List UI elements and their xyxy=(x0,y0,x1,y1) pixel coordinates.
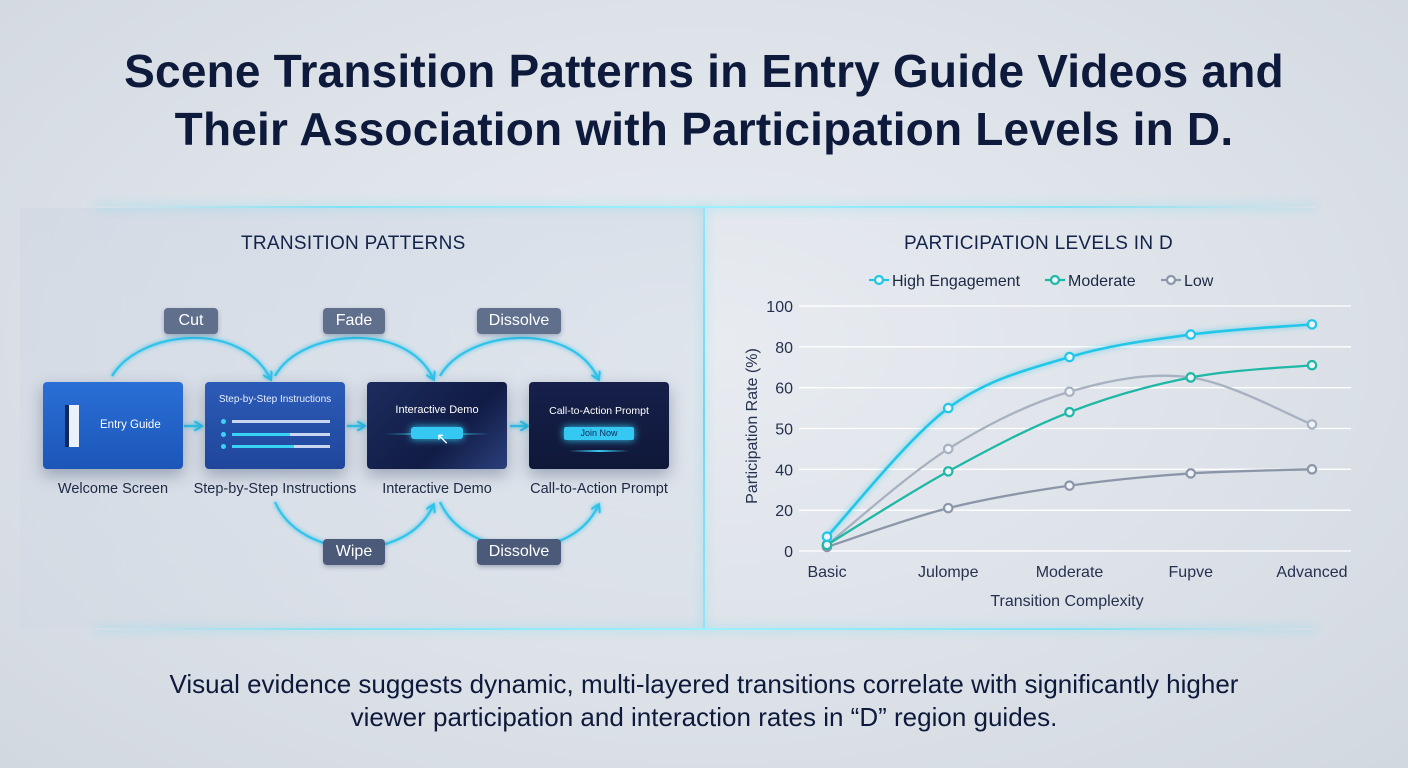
step-inner-text: Step-by-Step Instructions xyxy=(218,394,332,405)
demo-button-shape xyxy=(411,427,463,439)
welcome-screen-thumbnail: Entry Guide xyxy=(43,382,183,469)
demo-inner-text: Interactive Demo xyxy=(395,404,479,416)
x-tick-label: Advanced xyxy=(1276,564,1347,581)
data-point xyxy=(942,502,954,514)
y-tick-label: 100 xyxy=(766,299,793,316)
cursor-icon: ↖ xyxy=(436,431,450,448)
x-tick-label: Fupve xyxy=(1169,564,1214,581)
footer-line-1: Visual evidence suggests dynamic, multi-… xyxy=(169,669,1239,699)
y-tick-label: 60 xyxy=(775,381,793,398)
transition-tag-dissolve: Dissolve xyxy=(477,308,561,334)
data-point xyxy=(942,466,954,477)
legend-marker xyxy=(1049,274,1061,286)
data-point xyxy=(942,443,954,455)
list-bullet xyxy=(221,432,226,437)
welcome-inner-text: Entry Guide xyxy=(100,419,161,431)
transition-tag-fade: Fade xyxy=(323,308,385,334)
data-point xyxy=(821,531,833,543)
x-tick-label: Julompe xyxy=(918,564,979,581)
y-tick-label: 80 xyxy=(775,340,793,357)
interactive-demo-thumbnail: Interactive Demo ↖ xyxy=(367,382,507,469)
data-point xyxy=(1185,372,1197,383)
participation-levels-heading: PARTICIPATION LEVELS IN D xyxy=(904,233,1173,254)
y-tick-label: 0 xyxy=(784,544,793,561)
y-tick-label: 40 xyxy=(775,462,793,479)
data-point xyxy=(942,402,954,414)
list-line xyxy=(232,420,330,423)
list-bullet xyxy=(221,419,226,424)
legend-marker xyxy=(873,274,885,286)
x-tick-label: Basic xyxy=(807,564,846,581)
panel-bottom-divider xyxy=(95,628,1315,630)
data-point xyxy=(1064,480,1075,491)
y-tick-label: 20 xyxy=(775,503,793,520)
legend-label: Moderate xyxy=(1068,273,1136,290)
title-line-2: Their Association with Participation Lev… xyxy=(174,103,1234,155)
panel-vertical-divider xyxy=(703,208,705,628)
legend-label: High Engagement xyxy=(892,273,1021,290)
step-instructions-thumbnail: Step-by-Step Instructions xyxy=(205,382,345,469)
cta-inner-text: Call-to-Action Prompt xyxy=(549,405,649,417)
data-point xyxy=(1185,468,1197,479)
title-line-1: Scene Transition Patterns in Entry Guide… xyxy=(124,45,1284,97)
arrow-fade xyxy=(274,336,433,378)
transition-tag-dissolve-bottom: Dissolve xyxy=(477,539,561,565)
data-point xyxy=(1185,329,1197,340)
y-axis-ticks: 0 20 40 50 60 80 100 xyxy=(766,299,793,561)
data-point xyxy=(1306,319,1318,330)
data-point xyxy=(1064,351,1075,363)
join-now-button: Join Now xyxy=(564,427,634,440)
x-tick-label: Moderate xyxy=(1036,564,1104,581)
data-point xyxy=(1306,464,1318,475)
arrow-dissolve-top xyxy=(439,336,598,378)
call-to-action-thumbnail: Call-to-Action Prompt Join Now xyxy=(529,382,669,469)
step-instructions-label: Step-by-Step Instructions xyxy=(193,481,357,497)
footer-summary: Visual evidence suggests dynamic, multi-… xyxy=(0,668,1408,734)
panel-top-divider xyxy=(95,206,1315,208)
transition-tag-wipe: Wipe xyxy=(323,539,385,565)
series-line-unlabeled xyxy=(826,374,1313,546)
footer-line-2: viewer participation and interaction rat… xyxy=(350,702,1058,732)
list-progress xyxy=(232,445,294,448)
transition-tag-cut: Cut xyxy=(164,308,218,334)
door-icon xyxy=(65,405,79,447)
glow-underline xyxy=(569,450,629,452)
page-title: Scene Transition Patterns in Entry Guide… xyxy=(0,42,1408,158)
legend-marker xyxy=(1165,274,1177,286)
data-point xyxy=(1064,386,1075,398)
chart-legend: High Engagement Moderate Low xyxy=(869,273,1214,290)
transition-patterns-heading: TRANSITION PATTERNS xyxy=(241,233,466,254)
list-bullet xyxy=(221,444,226,449)
data-point xyxy=(1306,419,1318,430)
data-point xyxy=(1064,406,1075,418)
x-axis-ticks: Basic Julompe Moderate Fupve Advanced xyxy=(807,564,1347,581)
list-progress xyxy=(232,433,290,436)
y-tick-label: 50 xyxy=(775,422,793,439)
arrow-cut xyxy=(111,336,270,378)
x-axis-label: Transition Complexity xyxy=(990,593,1143,610)
y-axis-label: Participation Rate (%) xyxy=(744,348,761,504)
chart-series xyxy=(821,319,1318,553)
welcome-screen-label: Welcome Screen xyxy=(57,481,169,497)
participation-line-chart: High Engagement Moderate Low 0 20 40 50 60 80 10… xyxy=(744,273,1351,610)
legend-label: Low xyxy=(1184,273,1214,290)
chart-grid xyxy=(799,305,1351,552)
data-point xyxy=(1306,359,1318,371)
call-to-action-label: Call-to-Action Prompt xyxy=(530,481,668,497)
interactive-demo-label: Interactive Demo xyxy=(382,481,492,497)
